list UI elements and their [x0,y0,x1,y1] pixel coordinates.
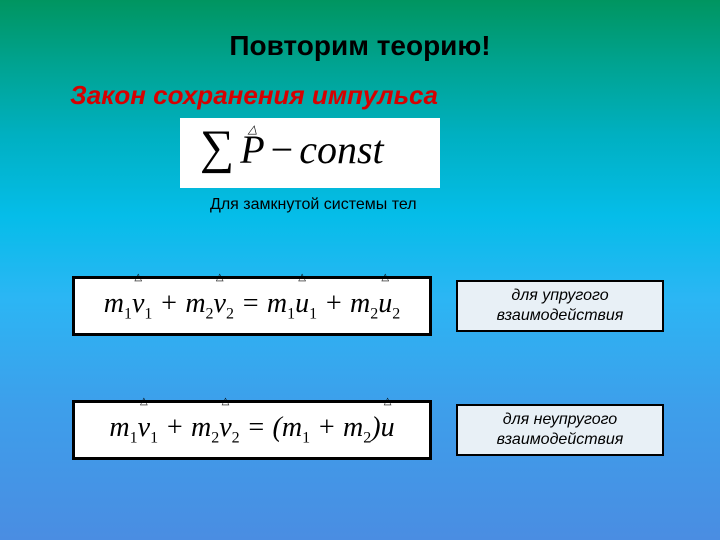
inelastic-label-box: для неупругого взаимодействия [456,404,664,456]
elastic-label: для упругого взаимодействия [466,286,654,326]
elastic-formula-box: m1v1 + m2v2 = m1u1 + m2u2 [72,276,432,336]
page-title: Повторим теорию! [0,30,720,62]
page-subtitle: Закон сохранения импульса [70,80,438,111]
inelastic-formula: m1v1 + m2v2 = (m1 + m2)u [109,412,394,448]
main-formula-caption: Для замкнутой системы тел [210,196,417,214]
elastic-formula: m1v1 + m2v2 = m1u1 + m2u2 [104,288,400,324]
inelastic-formula-box: m1v1 + m2v2 = (m1 + m2)u [72,400,432,460]
vector-P: △ P [240,126,264,173]
const-text: const [299,126,383,173]
main-formula: ∑ △ P − const [200,124,384,173]
sigma-symbol: ∑ [200,124,234,172]
elastic-label-box: для упругого взаимодействия [456,280,664,332]
vector-arrow-icon: △ [248,122,257,137]
dash-symbol: − [271,126,294,173]
inelastic-label: для неупругого взаимодействия [466,410,654,450]
main-formula-box: ∑ △ P − const [180,118,440,188]
